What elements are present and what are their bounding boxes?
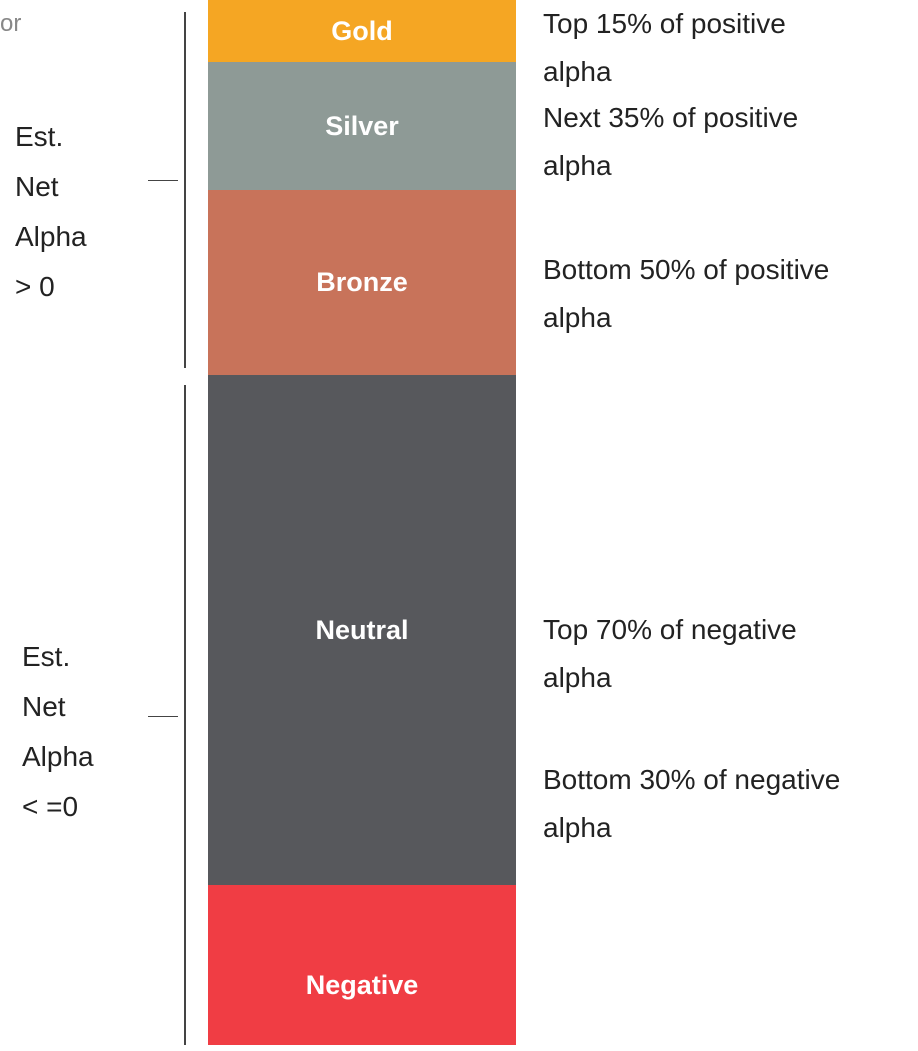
- group-label-line: Est.: [22, 641, 71, 672]
- tier-block: Silver: [208, 62, 516, 190]
- description-line: Top 15% of positive: [543, 8, 786, 39]
- description-line: alpha: [543, 56, 612, 87]
- tier-label: Silver: [325, 110, 399, 141]
- tier-description: Next 35% of positive alpha: [543, 94, 913, 190]
- tier-block: Negative: [208, 885, 516, 1045]
- description-line: Bottom 30% of negative: [543, 764, 841, 795]
- group-label-line: Net: [15, 171, 59, 202]
- tier-description: Bottom 50% of positive alpha: [543, 246, 913, 342]
- bracket-line: [184, 12, 186, 368]
- description-line: alpha: [543, 302, 612, 333]
- group-label-line: Alpha: [22, 741, 94, 772]
- tier-label: Negative: [305, 969, 419, 1000]
- tier-label: Gold: [331, 15, 393, 46]
- tier-description: Top 70% of negative alpha: [543, 606, 913, 702]
- group-label-line: Alpha: [15, 221, 87, 252]
- bracket-line: [184, 385, 186, 1045]
- description-line: alpha: [543, 662, 612, 693]
- description-line: alpha: [543, 150, 612, 181]
- tier-label: Neutral: [315, 614, 409, 645]
- tier-block: Gold: [208, 0, 516, 62]
- cropped-text: or: [0, 10, 22, 37]
- tier-block: Bronze: [208, 190, 516, 375]
- tier-block: Neutral: [208, 375, 516, 885]
- bracket-tick: [148, 716, 178, 717]
- tier-description: Bottom 30% of negative alpha: [543, 756, 913, 852]
- group-label-line: < =0: [22, 791, 79, 822]
- description-line: Top 70% of negative: [543, 614, 797, 645]
- description-line: Bottom 50% of positive: [543, 254, 830, 285]
- bracket-tick: [148, 180, 178, 181]
- description-line: Next 35% of positive: [543, 102, 799, 133]
- group-label-line: Est.: [15, 121, 64, 152]
- tier-description: Top 15% of positive alpha: [543, 0, 913, 96]
- tier-label: Bronze: [316, 267, 408, 297]
- group-label: Est. Net Alpha > 0: [15, 112, 87, 312]
- group-label-line: Net: [22, 691, 66, 722]
- group-label-line: > 0: [15, 271, 55, 302]
- group-label: Est. Net Alpha < =0: [22, 632, 94, 832]
- description-line: alpha: [543, 812, 612, 843]
